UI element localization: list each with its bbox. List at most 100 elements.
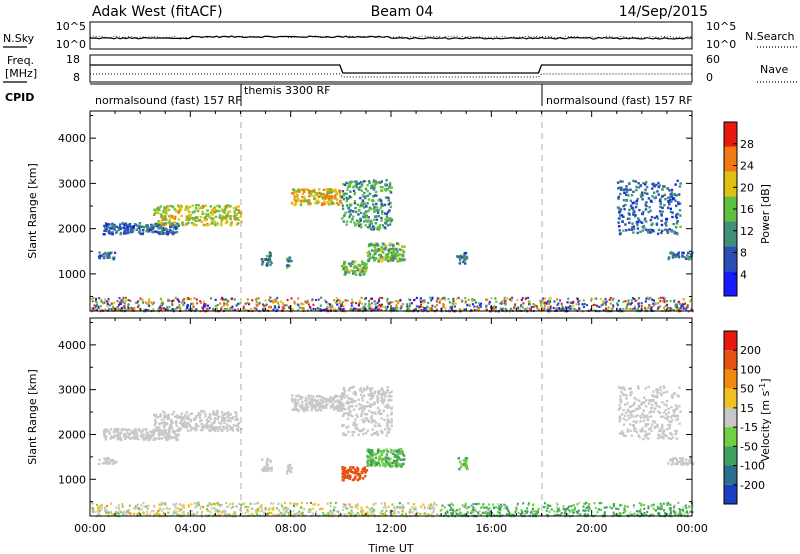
data-cell bbox=[301, 196, 304, 199]
data-cell bbox=[462, 459, 466, 462]
data-cell bbox=[359, 196, 362, 200]
clutter-cell bbox=[95, 303, 98, 306]
clutter-cell bbox=[210, 503, 213, 506]
clutter-cell bbox=[487, 512, 490, 515]
data-cell bbox=[265, 263, 269, 266]
data-cell bbox=[622, 215, 625, 218]
data-cell bbox=[669, 252, 672, 255]
clutter-cell bbox=[615, 507, 618, 510]
data-cell bbox=[342, 432, 345, 435]
data-cell bbox=[149, 436, 152, 439]
clutter-cell bbox=[96, 503, 99, 506]
data-cell bbox=[657, 433, 660, 436]
data-cell bbox=[675, 430, 678, 433]
clutter-cell bbox=[120, 511, 122, 514]
clutter-cell bbox=[272, 301, 275, 304]
clutter-cell bbox=[248, 303, 250, 306]
clutter-cell bbox=[468, 304, 471, 307]
data-cell bbox=[368, 455, 371, 459]
clutter-cell bbox=[510, 299, 513, 302]
data-cell bbox=[270, 469, 273, 472]
data-cell bbox=[644, 422, 648, 426]
colorbar-segment bbox=[724, 196, 737, 222]
data-cell bbox=[142, 433, 145, 436]
data-cell bbox=[376, 209, 379, 212]
clutter-cell bbox=[290, 307, 293, 311]
data-cell bbox=[463, 255, 467, 258]
clutter-cell bbox=[335, 301, 338, 304]
data-cell bbox=[390, 249, 394, 252]
data-cell bbox=[689, 255, 692, 259]
clutter-cell bbox=[108, 307, 111, 311]
data-cell bbox=[393, 455, 397, 458]
data-cell bbox=[373, 432, 376, 435]
data-cell bbox=[364, 468, 367, 472]
data-cell bbox=[344, 211, 347, 214]
data-cell bbox=[637, 407, 641, 410]
clutter-cell bbox=[675, 308, 678, 311]
data-cell bbox=[171, 426, 174, 430]
data-cell bbox=[147, 438, 151, 442]
data-cell bbox=[369, 397, 372, 401]
clutter-cell bbox=[629, 308, 632, 311]
clutter-cell bbox=[413, 299, 415, 302]
data-cell bbox=[128, 432, 131, 436]
data-cell bbox=[160, 437, 163, 440]
clutter-cell bbox=[350, 512, 353, 515]
data-cell bbox=[369, 389, 372, 392]
data-cell bbox=[621, 180, 624, 183]
clutter-cell bbox=[659, 296, 662, 299]
data-cell bbox=[629, 393, 632, 397]
clutter-cell bbox=[673, 300, 675, 303]
clutter-cell bbox=[650, 308, 653, 311]
data-cell bbox=[318, 403, 321, 406]
clutter-cell bbox=[619, 512, 622, 515]
data-cell bbox=[173, 415, 177, 418]
data-cell bbox=[399, 451, 403, 455]
data-cell bbox=[288, 463, 292, 467]
data-cell bbox=[623, 191, 626, 195]
data-cell bbox=[634, 213, 637, 217]
data-cell bbox=[365, 469, 369, 472]
clutter-cell bbox=[211, 503, 214, 506]
data-cell bbox=[371, 228, 374, 231]
data-cell bbox=[154, 437, 158, 440]
data-cell bbox=[287, 465, 291, 469]
data-cell bbox=[126, 225, 130, 228]
data-cell bbox=[173, 217, 177, 220]
data-cell bbox=[328, 400, 332, 404]
data-cell bbox=[193, 222, 196, 226]
data-cell bbox=[466, 467, 469, 471]
data-cell bbox=[194, 219, 197, 222]
data-cell bbox=[291, 408, 294, 411]
clutter-cell bbox=[274, 306, 277, 310]
clutter-cell bbox=[174, 505, 177, 508]
data-cell bbox=[126, 431, 129, 434]
data-cell bbox=[675, 216, 679, 220]
clutter-cell bbox=[360, 509, 363, 512]
clutter-cell bbox=[342, 305, 345, 308]
data-cell bbox=[618, 208, 621, 211]
colorbar-segment bbox=[724, 122, 737, 147]
clutter-cell bbox=[352, 301, 355, 304]
data-cell bbox=[647, 231, 650, 234]
clutter-cell bbox=[418, 305, 421, 308]
clutter-cell bbox=[405, 309, 408, 312]
clutter-cell bbox=[299, 512, 302, 515]
data-cell bbox=[636, 222, 639, 225]
data-cell bbox=[363, 405, 366, 409]
clutter-cell bbox=[603, 511, 606, 514]
clutter-cell bbox=[123, 302, 126, 305]
data-cell bbox=[388, 181, 392, 185]
clutter-cell bbox=[317, 309, 319, 312]
clutter-cell bbox=[160, 509, 163, 512]
clutter-cell bbox=[473, 305, 476, 308]
clutter-cell bbox=[110, 308, 113, 311]
data-cell bbox=[187, 216, 190, 220]
clutter-cell bbox=[420, 303, 422, 306]
data-cell bbox=[618, 415, 622, 418]
data-cell bbox=[380, 387, 384, 390]
data-cell bbox=[331, 397, 334, 400]
data-cell bbox=[364, 224, 367, 227]
data-cell bbox=[629, 199, 633, 202]
